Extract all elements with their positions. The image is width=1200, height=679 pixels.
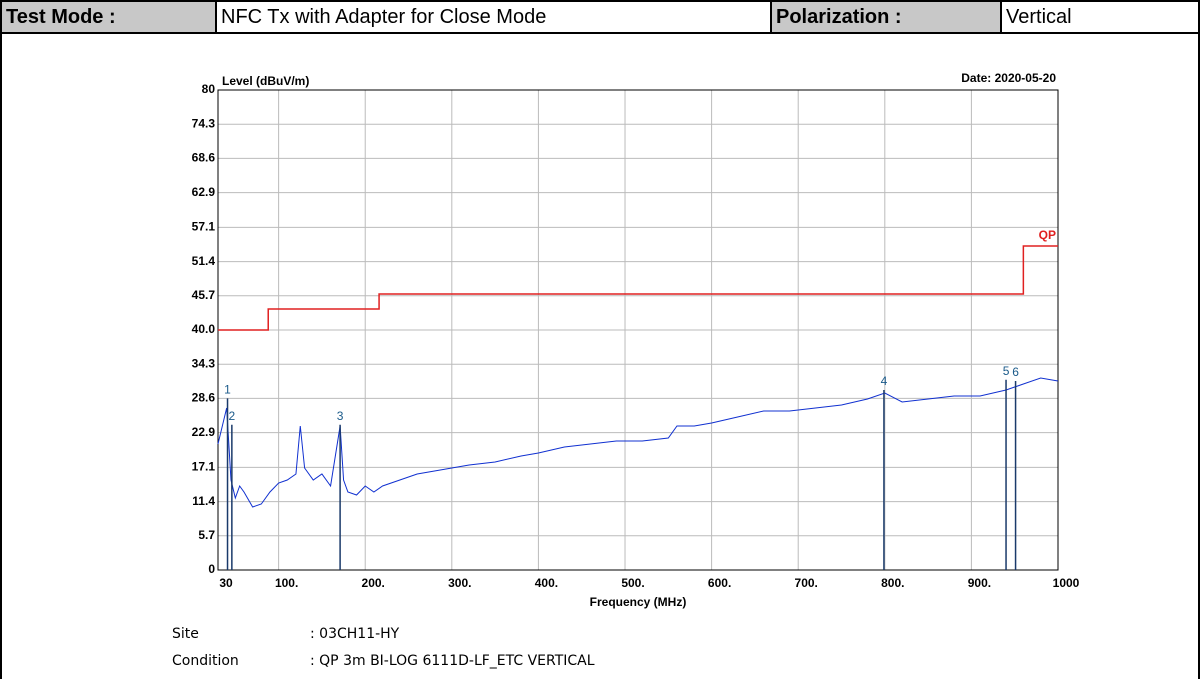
y-tick-label: 74.3 <box>192 116 216 130</box>
marker-label: 5 <box>1003 364 1010 378</box>
y-axis-title: Level (dBuV/m) <box>222 74 309 88</box>
y-tick-label: 57.1 <box>192 220 216 234</box>
y-tick-label: 40.0 <box>192 322 216 336</box>
series-line <box>218 245 1058 331</box>
marker-label: 6 <box>1012 365 1019 379</box>
x-tick-label: 900. <box>968 576 991 590</box>
y-tick-label: 0 <box>208 562 215 576</box>
y-tick-label: 22.9 <box>192 425 216 439</box>
series-label: QP <box>1039 228 1056 242</box>
date: Date: 2020-05-20 <box>961 71 1056 85</box>
y-tick-label: 17.1 <box>192 460 216 474</box>
plot-border <box>217 89 1059 571</box>
polarization-label: Polarization : <box>770 0 1002 34</box>
x-tick-label: 600. <box>708 576 731 590</box>
y-tick-label: 28.6 <box>192 391 216 405</box>
x-tick-label: 200. <box>362 576 385 590</box>
x-tick-label: 100. <box>275 576 298 590</box>
x-tick-label: 700. <box>795 576 818 590</box>
test-mode-label: Test Mode : <box>0 0 217 34</box>
y-tick-label: 68.6 <box>192 151 216 165</box>
series-line <box>217 377 1059 508</box>
site-label: Site <box>172 626 199 642</box>
polarization: Vertical <box>1000 0 1200 34</box>
test-mode: NFC Tx with Adapter for Close Mode <box>215 0 772 34</box>
y-tick-label: 51.4 <box>192 254 216 268</box>
y-tick-label: 62.9 <box>192 185 216 199</box>
y-tick-label: 80 <box>202 82 216 96</box>
condition: : QP 3m BI-LOG 6111D-LF_ETC VERTICAL <box>310 653 595 669</box>
site: : 03CH11-HY <box>310 626 400 642</box>
y-tick-label: 34.3 <box>192 356 216 370</box>
marker-label: 1 <box>224 383 231 397</box>
condition-label: Condition <box>172 653 239 669</box>
x-tick-label: 500. <box>621 576 644 590</box>
marker-label: 4 <box>881 374 888 388</box>
marker-label: 2 <box>229 409 236 423</box>
y-tick-label: 45.7 <box>192 288 216 302</box>
x-tick-label: 800. <box>881 576 904 590</box>
marker-label: 3 <box>337 409 344 423</box>
x-tick-label: 30 <box>219 576 233 590</box>
x-tick-label: 400. <box>535 576 558 590</box>
y-tick-label: 5.7 <box>198 528 215 542</box>
x-tick-label: 1000 <box>1053 576 1080 590</box>
x-axis-title: Frequency (MHz) <box>590 595 687 609</box>
x-tick-label: 300. <box>448 576 471 590</box>
y-tick-label: 11.4 <box>192 494 215 508</box>
